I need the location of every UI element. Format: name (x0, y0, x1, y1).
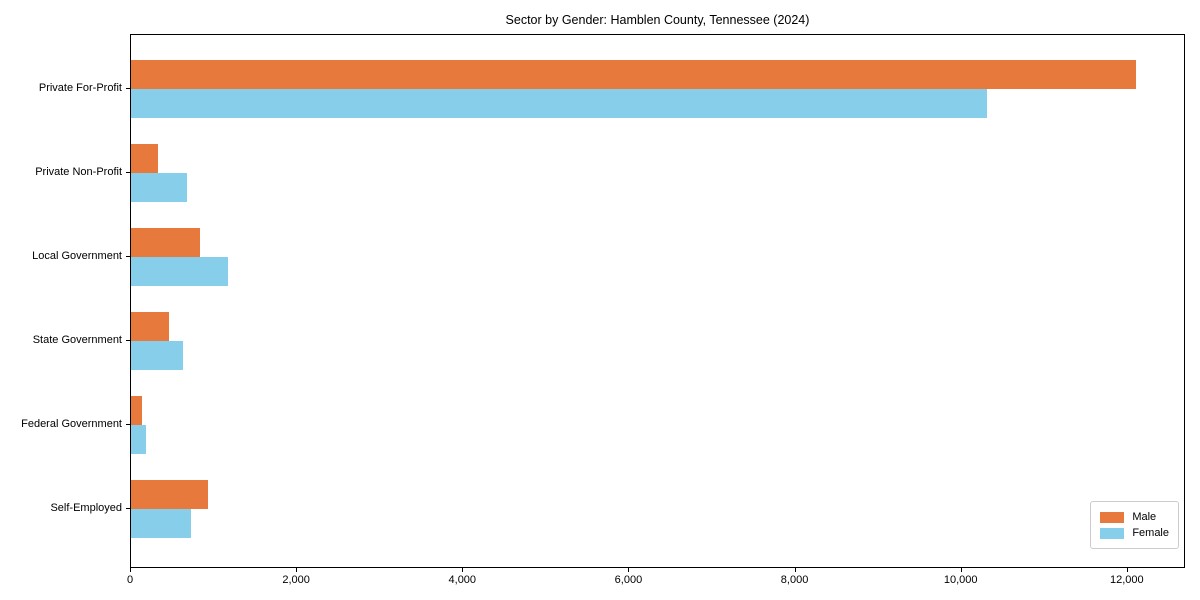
bar-female-1 (131, 173, 188, 202)
x-tick-mark (794, 568, 796, 572)
bar-male-1 (131, 144, 158, 173)
y-tick-mark (126, 424, 130, 425)
y-category-label: Private Non-Profit (35, 166, 122, 178)
x-tick-label: 10,000 (943, 574, 978, 586)
x-tick-mark (960, 568, 962, 572)
y-category-label: Private For-Profit (38, 82, 122, 94)
male-color-swatch (1100, 511, 1125, 523)
bar-female-5 (131, 509, 191, 538)
x-tick-label: 8,000 (780, 574, 809, 586)
legend-label-male: Male (1132, 511, 1157, 523)
x-tick-mark (1126, 568, 1128, 572)
female-color-swatch (1100, 527, 1125, 539)
chart-title: Sector by Gender: Hamblen County, Tennes… (505, 13, 810, 27)
x-tick-mark (296, 568, 298, 572)
legend-item-female: Female (1100, 526, 1169, 540)
bar-male-0 (131, 60, 1137, 89)
x-tick-mark (462, 568, 464, 572)
bar-male-3 (131, 312, 170, 341)
x-tick-mark (130, 568, 131, 572)
y-tick-mark (126, 172, 130, 173)
bar-female-0 (131, 89, 987, 118)
bar-male-2 (131, 228, 200, 257)
y-tick-mark (126, 508, 130, 509)
bar-female-2 (131, 257, 229, 286)
x-tick-mark (628, 568, 630, 572)
plot-area: Male Female (130, 34, 1185, 568)
y-tick-mark (126, 340, 130, 341)
bar-female-3 (131, 341, 183, 370)
x-tick-label: 4,000 (448, 574, 477, 586)
x-tick-label: 6,000 (614, 574, 643, 586)
x-tick-label: 12,000 (1110, 574, 1144, 586)
y-tick-mark (126, 256, 130, 257)
bar-male-4 (131, 396, 142, 425)
y-category-label: Local Government (32, 250, 122, 262)
legend-item-male: Male (1100, 510, 1169, 524)
bar-male-5 (131, 480, 209, 509)
y-category-label: Self-Employed (50, 502, 122, 514)
y-tick-mark (126, 88, 130, 89)
legend: Male Female (1090, 501, 1179, 549)
bar-female-4 (131, 425, 146, 454)
legend-label-female: Female (1132, 527, 1169, 539)
x-tick-label: 2,000 (282, 574, 310, 586)
y-category-label: Federal Government (21, 418, 122, 430)
y-category-label: State Government (32, 334, 122, 346)
x-tick-label: 0 (126, 574, 134, 586)
